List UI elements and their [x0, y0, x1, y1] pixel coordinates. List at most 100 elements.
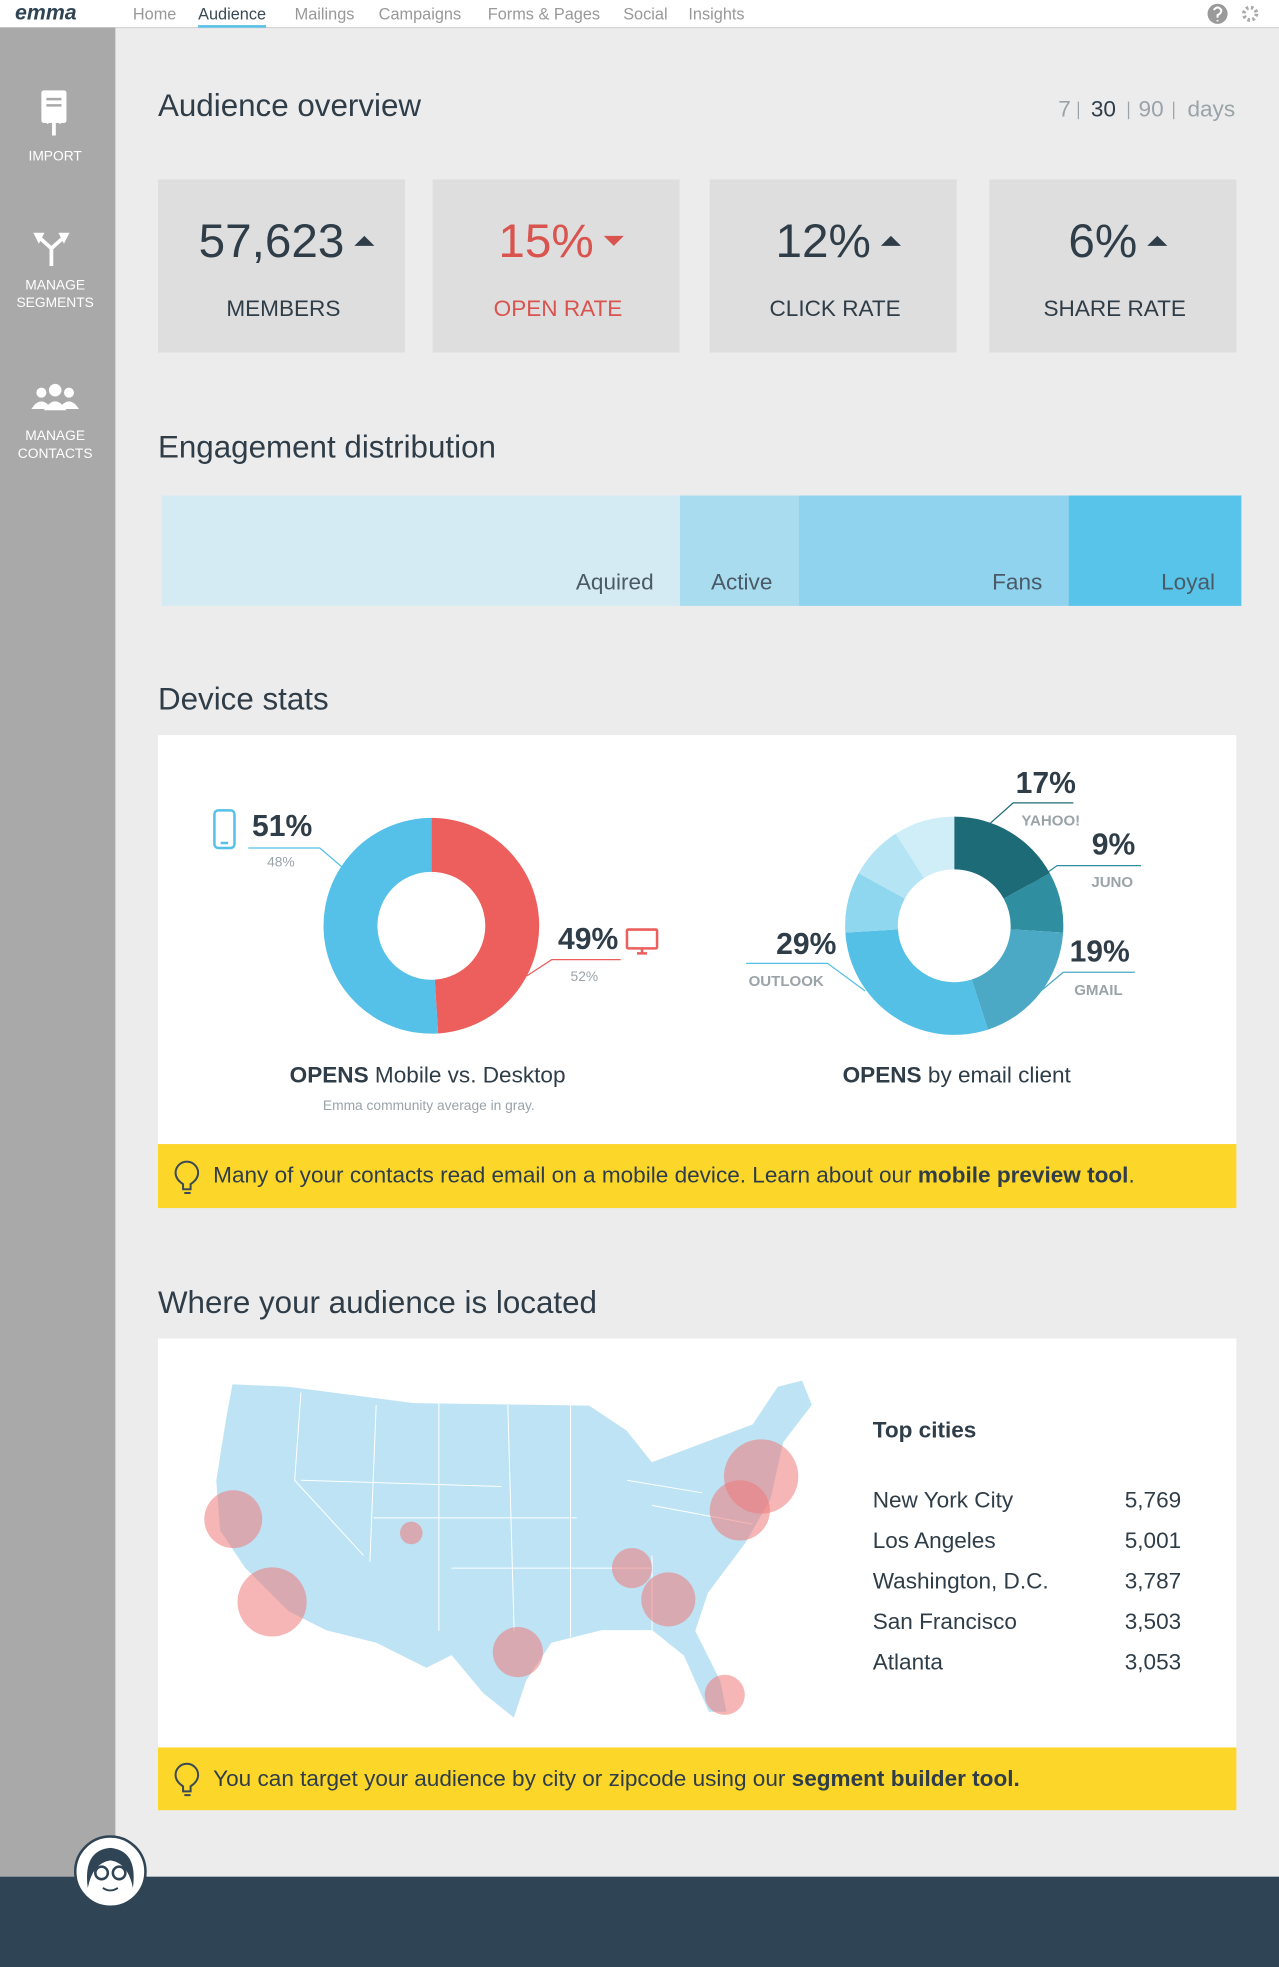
donut-value-label: 49% [558, 923, 618, 956]
nav-tab[interactable]: Insights [688, 5, 744, 23]
donut-slice-name: GMAIL [1074, 982, 1122, 999]
stat-tile [709, 179, 957, 353]
engagement-label: Fans [992, 569, 1042, 594]
nav-tab[interactable]: Audience [198, 5, 266, 23]
top-cities-title: Top cities [873, 1417, 977, 1442]
donut-value-label: 19% [1070, 935, 1130, 968]
section-title: Audience overview [158, 88, 421, 123]
city-name: Los Angeles [873, 1528, 996, 1553]
nav-tab[interactable]: Home [133, 5, 176, 23]
tip-text: Many of your contacts read email on a mo… [213, 1163, 1135, 1188]
period-option[interactable]: 30 [1091, 96, 1116, 121]
period-option[interactable]: 90 [1139, 96, 1164, 121]
nav-bar [0, 0, 1279, 28]
avatar[interactable] [73, 1835, 147, 1909]
stat-label: CLICK RATE [770, 296, 901, 321]
trend-arrow [603, 235, 624, 246]
stat-tiles [157, 179, 1237, 353]
engagement-label: Aquired [576, 569, 654, 594]
city-value: 5,001 [1125, 1528, 1181, 1553]
city-name: Washington, D.C. [873, 1569, 1049, 1594]
stat-tile [157, 179, 406, 353]
donut-slice [845, 873, 905, 933]
tip-body: Many of your contacts read email on a mo… [213, 1163, 918, 1188]
help-icon[interactable] [1207, 3, 1228, 24]
sidebar-label[interactable]: SEGMENTS [17, 295, 94, 310]
tip-body: You can target your audience by city or … [213, 1766, 792, 1791]
donut-value-label: 51% [252, 810, 312, 843]
stat-tile [432, 179, 680, 353]
donut-caption: OPENS by email client [843, 1062, 1072, 1087]
donut-slice [858, 833, 924, 899]
city-name: Atlanta [873, 1650, 944, 1675]
nav-tab[interactable]: Forms & Pages [488, 5, 600, 23]
caption-bold: OPENS [290, 1062, 369, 1087]
donut-slice [1003, 873, 1064, 933]
stat-label: MEMBERS [226, 296, 340, 321]
city-name: New York City [873, 1488, 1014, 1513]
settings-icon[interactable] [1242, 5, 1259, 22]
donut-value-label: 17% [1016, 767, 1076, 800]
city-bubble [641, 1572, 696, 1627]
community-average: 52% [571, 969, 599, 984]
donut-slice-name: YAHOO! [1021, 813, 1080, 830]
caption-text: Mobile vs. Desktop [375, 1062, 566, 1087]
monitor-icon [625, 928, 659, 955]
sidebar-label[interactable]: MANAGE [25, 278, 85, 293]
caption-bold: OPENS [843, 1062, 922, 1087]
tip-link[interactable]: mobile preview tool [918, 1163, 1129, 1188]
sidebar-label[interactable]: MANAGE [25, 428, 85, 443]
city-value: 3,503 [1125, 1609, 1181, 1634]
nav-tab[interactable]: Campaigns [379, 5, 461, 23]
trend-arrow [354, 235, 375, 246]
donut-slice [971, 929, 1064, 1030]
footer [0, 1876, 1279, 1967]
donut-slice [323, 817, 439, 1034]
section-title: Where your audience is located [158, 1285, 597, 1320]
city-value: 3,053 [1125, 1650, 1181, 1675]
period-option[interactable]: 7 [1058, 96, 1071, 121]
stat-value: 15% [498, 215, 593, 268]
sidebar-label[interactable]: IMPORT [29, 148, 83, 163]
nav-tab[interactable]: Mailings [295, 5, 355, 23]
import-icon[interactable] [41, 90, 67, 136]
sidebar-label[interactable]: CONTACTS [18, 446, 93, 461]
donut-slice-name: OUTLOOK [749, 973, 824, 990]
section-title: Device stats [158, 682, 329, 717]
bulb-icon [174, 1160, 200, 1194]
city-bubble [204, 1490, 263, 1549]
stat-value: 6% [1068, 215, 1137, 268]
sidebar [0, 27, 116, 1877]
state-borders [294, 1392, 753, 1638]
stat-tile [989, 179, 1237, 353]
donut-slice-name: JUNO [1091, 874, 1133, 891]
engagement-segment [679, 495, 799, 606]
donut-slice [431, 817, 540, 1034]
nav-tab[interactable]: Social [623, 5, 667, 23]
logo[interactable]: emma [15, 0, 77, 24]
tip-text: You can target your audience by city or … [213, 1766, 1020, 1791]
donut-value-label: 29% [776, 928, 836, 961]
engagement-segment [798, 495, 1069, 606]
donut-slice [845, 929, 988, 1035]
tip-bar [157, 1747, 1237, 1811]
stat-label: OPEN RATE [494, 296, 623, 321]
donut-caption: OPENS Mobile vs. Desktop [290, 1062, 566, 1087]
phone-icon [213, 809, 236, 850]
tip-bar [157, 1144, 1237, 1209]
city-bubble [709, 1480, 770, 1541]
donut-slice [895, 816, 955, 879]
bulb-icon [174, 1762, 200, 1797]
donut-note: Emma community average in gray. [323, 1098, 535, 1113]
stat-label: SHARE RATE [1043, 296, 1185, 321]
contacts-icon[interactable] [31, 383, 79, 411]
tip-link[interactable]: segment builder tool. [792, 1766, 1020, 1791]
section-title: Engagement distribution [158, 429, 496, 464]
segments-icon[interactable] [33, 232, 70, 266]
stat-value: 57,623 [199, 215, 345, 268]
trend-arrow [880, 235, 901, 246]
community-average: 48% [267, 855, 295, 870]
city-value: 3,787 [1125, 1569, 1181, 1594]
